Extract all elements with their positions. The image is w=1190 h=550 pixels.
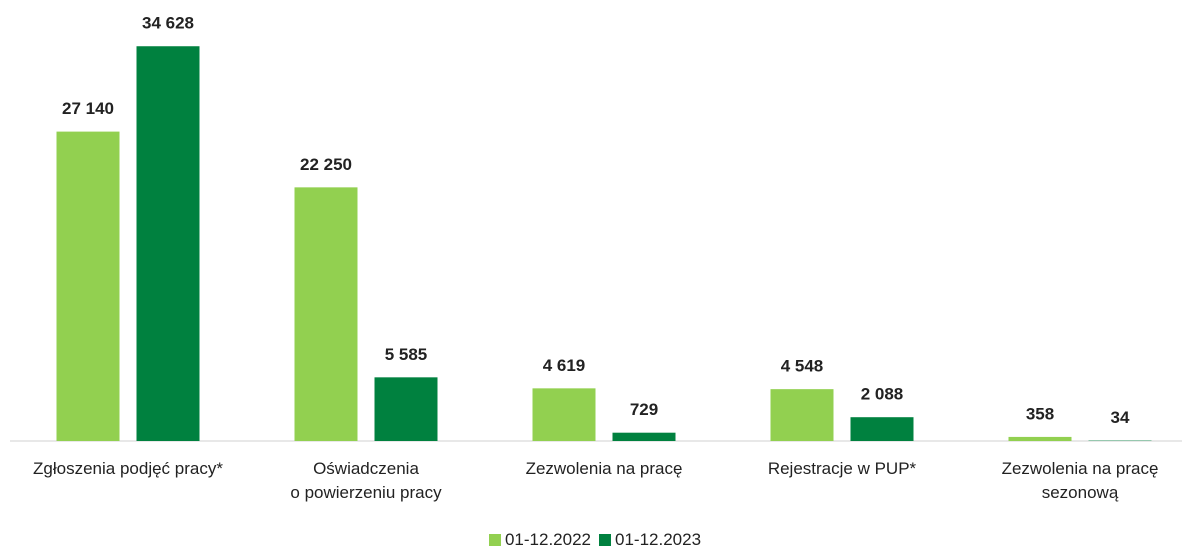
x-tick-label: Oświadczenia o powierzeniu pracy bbox=[290, 459, 442, 502]
bar bbox=[612, 432, 676, 441]
value-label: 22 250 bbox=[300, 155, 352, 174]
x-tick-label: Zezwolenia na pracę bbox=[525, 459, 683, 478]
legend-swatch bbox=[599, 534, 611, 546]
value-label: 4 548 bbox=[781, 357, 824, 376]
value-label: 358 bbox=[1026, 404, 1054, 423]
value-label: 4 619 bbox=[543, 356, 586, 375]
legend-label: 01-12.2023 bbox=[615, 530, 702, 549]
legend-label: 01-12.2022 bbox=[504, 530, 591, 549]
bar bbox=[850, 417, 914, 441]
bar bbox=[56, 131, 120, 441]
x-tick-label: Zgłoszenia podjęć pracy* bbox=[33, 459, 223, 478]
bar bbox=[770, 389, 834, 441]
legend: 01-12.2022 01-12.2023 bbox=[0, 530, 1190, 550]
bar bbox=[294, 187, 358, 441]
bar bbox=[1008, 436, 1072, 441]
x-tick-label: Rejestracje w PUP* bbox=[767, 459, 917, 478]
bar bbox=[374, 377, 438, 441]
bar bbox=[532, 388, 596, 441]
value-label: 2 088 bbox=[861, 385, 904, 404]
x-tick-label: Zezwolenia na pracę sezonową bbox=[1001, 459, 1159, 502]
legend-swatch bbox=[488, 534, 501, 546]
bar bbox=[136, 46, 200, 442]
value-label: 34 bbox=[1111, 408, 1130, 427]
value-label: 729 bbox=[630, 400, 658, 419]
legend-item: 01-12.2022 bbox=[488, 530, 591, 550]
value-label: 27 140 bbox=[62, 99, 114, 118]
legend-item: 01-12.2023 bbox=[599, 530, 701, 550]
value-label: 5 585 bbox=[385, 345, 428, 364]
value-label: 34 628 bbox=[142, 14, 194, 33]
